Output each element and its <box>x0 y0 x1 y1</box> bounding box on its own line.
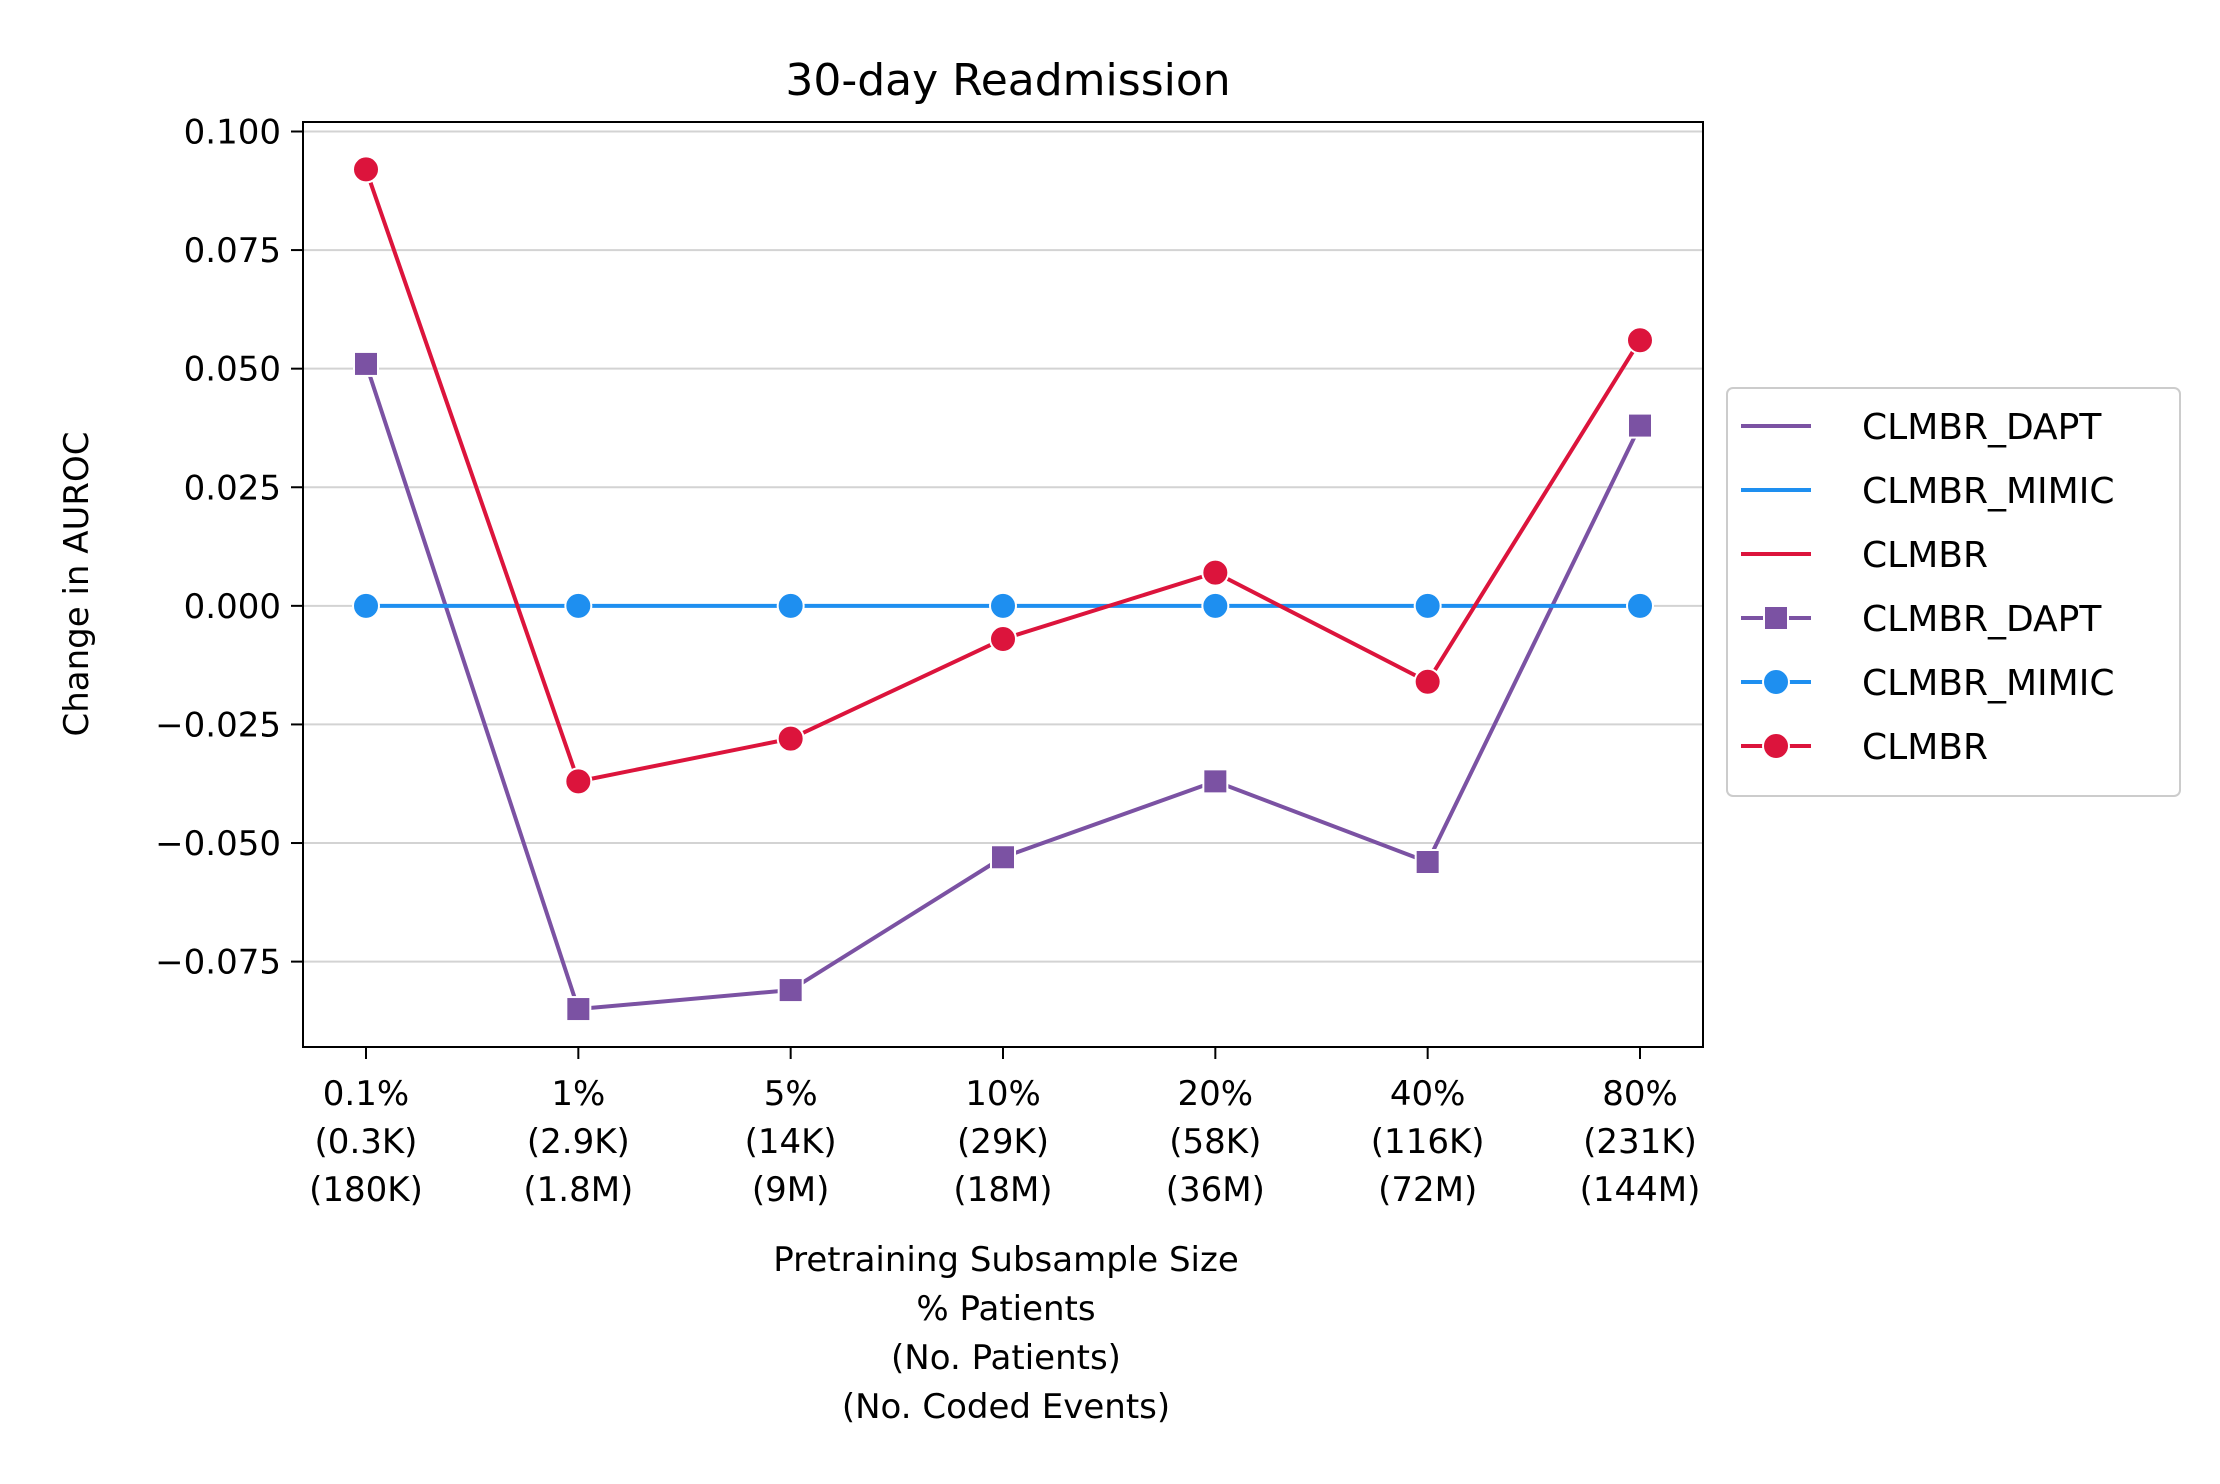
data-point <box>1413 667 1442 696</box>
data-point <box>1626 591 1654 620</box>
data-point <box>989 591 1017 620</box>
legend-box <box>1726 387 2181 797</box>
data-point <box>1202 768 1229 795</box>
legend-label: CLMBR <box>1862 727 1988 768</box>
x-tick-label: 20% (58K) (36M) <box>1166 1074 1265 1210</box>
y-tick-label: 0.000 <box>184 587 281 627</box>
data-point <box>776 724 805 753</box>
legend-label: CLMBR_MIMIC <box>1862 471 2114 512</box>
y-tick-label: −0.025 <box>155 705 281 745</box>
legend-swatch-marker <box>1762 668 1790 696</box>
data-point <box>990 844 1016 871</box>
y-axis-label: Change in AUROC <box>57 431 97 736</box>
legend: CLMBR_DAPT CLMBR_MIMIC CLMBR CLMBR_DAPT CLMB… <box>1726 387 2181 797</box>
legend-label: CLMBR <box>1862 535 1988 576</box>
legend-item: CLMBR_MIMIC <box>1741 663 2114 704</box>
grid <box>303 130 1703 963</box>
data-point <box>1413 591 1442 620</box>
x-tick-label: 5% (14K) (9M) <box>745 1074 837 1210</box>
legend-label: CLMBR_MIMIC <box>1862 663 2114 704</box>
data-point <box>1414 849 1441 875</box>
legend-item: CLMBR_DAPT <box>1741 599 2102 640</box>
y-tick-label: −0.050 <box>155 824 281 864</box>
y-tick-label: 0.025 <box>184 468 281 508</box>
y-tick-label: 0.075 <box>184 231 281 271</box>
chart-title: 30-day Readmission <box>785 55 1230 106</box>
data-point <box>565 996 592 1023</box>
y-tick-label: 0.100 <box>184 112 281 152</box>
legend-label: CLMBR_DAPT <box>1862 599 2102 640</box>
x-axis-label-text: Pretraining Subsample Size% Patients (No.… <box>773 1240 1239 1427</box>
legend-swatch-marker <box>1763 605 1789 631</box>
x-tick-label: 40% (116K) (72M) <box>1371 1074 1485 1210</box>
x-tick-label: 10% (29K) (18M) <box>953 1074 1052 1210</box>
legend-swatch-marker <box>1762 732 1790 760</box>
y-axis: 0.100 0.075 0.050 0.025 0.000 −0.025 −0.050 −0.… <box>155 112 303 983</box>
x-axis: 0.1% (0.3K) (180K) 1% (2.9K) (1.8M) 5% (14K) (9M… <box>309 1047 1700 1210</box>
data-point <box>352 591 380 620</box>
data-point <box>989 625 1017 654</box>
y-tick-label: −0.075 <box>155 943 281 983</box>
data-point <box>1201 558 1230 587</box>
data-point <box>352 155 380 184</box>
data-point <box>1201 591 1230 620</box>
data-point <box>777 977 804 1004</box>
legend-item: CLMBR <box>1741 535 1988 576</box>
legend-item: CLMBR <box>1741 727 1988 768</box>
y-tick-label: 0.050 <box>184 350 281 390</box>
data-point <box>1627 412 1653 439</box>
data-point <box>353 350 379 377</box>
data-point <box>1626 326 1654 355</box>
x-tick-label: 1% (2.9K) (1.8M) <box>523 1074 633 1210</box>
series-clmbr <box>352 155 1654 796</box>
data-point <box>564 767 593 796</box>
data-point <box>564 591 593 620</box>
data-point <box>776 591 805 620</box>
x-tick-label: 80% (231K) (144M) <box>1580 1074 1701 1210</box>
series-clmbr-dapt <box>353 350 1653 1023</box>
series-clmbr-mimic <box>352 591 1654 620</box>
series-layer <box>352 155 1654 1023</box>
legend-label: CLMBR_DAPT <box>1862 407 2102 448</box>
x-tick-label: 0.1% (0.3K) (180K) <box>309 1074 423 1210</box>
legend-item: CLMBR_DAPT <box>1741 407 2102 448</box>
x-axis-label: Pretraining Subsample Size% Patients (No.… <box>773 1240 1239 1427</box>
legend-item: CLMBR_MIMIC <box>1741 471 2114 512</box>
